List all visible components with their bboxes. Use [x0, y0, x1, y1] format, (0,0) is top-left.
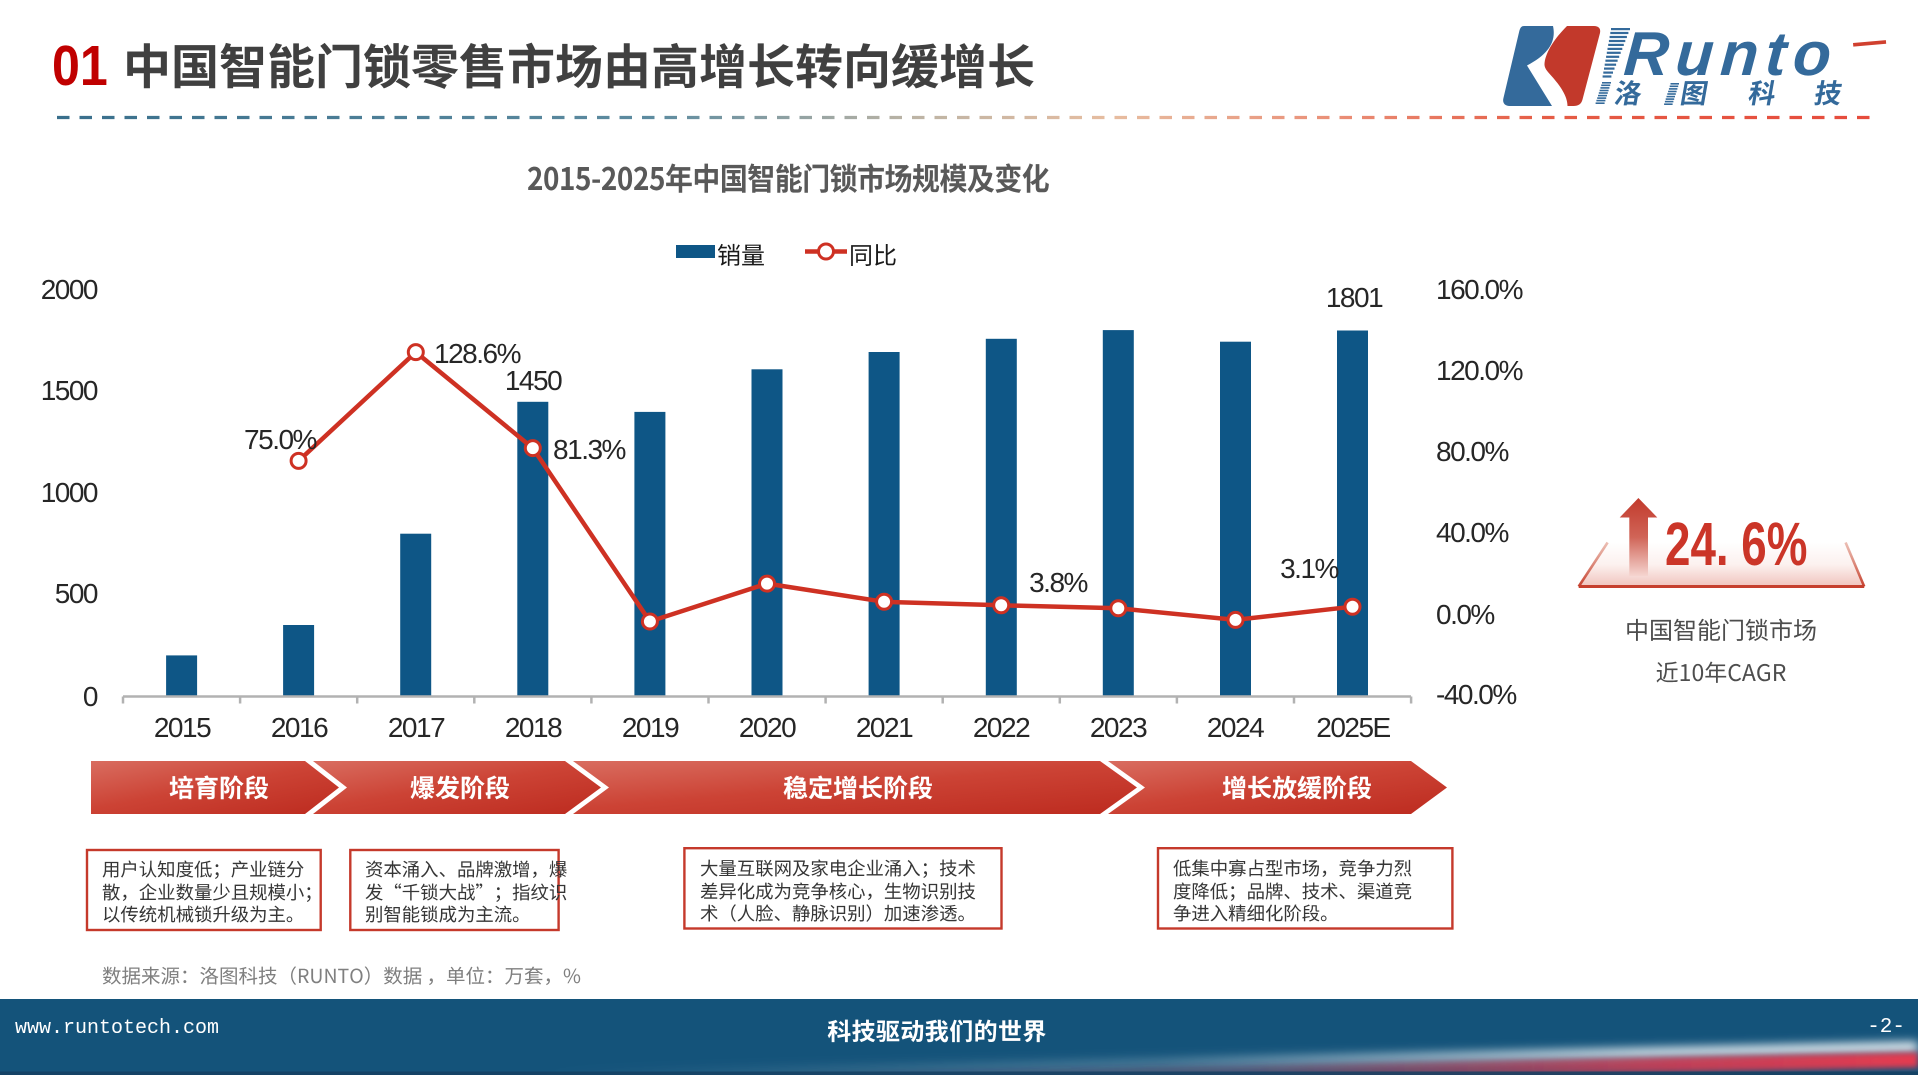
svg-text:科: 科	[1746, 71, 1780, 111]
svg-text:洛: 洛	[1612, 71, 1646, 111]
svg-text:技: 技	[1812, 71, 1846, 111]
svg-text:图: 图	[1678, 71, 1712, 111]
svg-text:Runto: Runto	[1622, 20, 1841, 89]
